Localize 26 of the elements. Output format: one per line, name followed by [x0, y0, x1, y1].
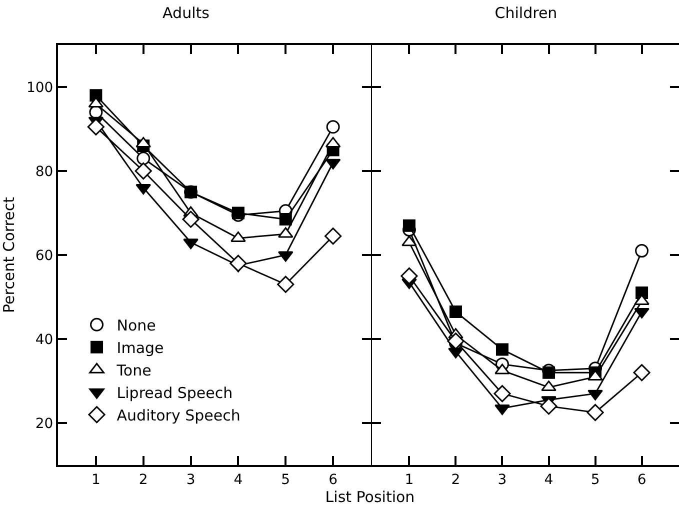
x-tick-label: 1 [91, 472, 100, 488]
x-tick-label: 2 [138, 472, 148, 488]
x-tick-label: 6 [637, 472, 646, 488]
chart-title: Adults [162, 4, 210, 22]
legend-label: Lipread Speech [116, 384, 233, 402]
x-tick-label: 5 [281, 472, 290, 488]
legend-label: None [116, 316, 156, 334]
y-tick-label: 80 [35, 164, 54, 180]
chart-title: Children [494, 4, 558, 22]
x-axis-title: List Position [324, 488, 416, 506]
x-tick-label: 3 [498, 472, 507, 488]
y-tick-label: 20 [35, 416, 54, 432]
y-tick-label: 40 [35, 332, 54, 348]
y-axis-title: Percent Correct [0, 196, 18, 313]
x-tick-label: 4 [544, 472, 554, 488]
legend-label: Image [116, 339, 164, 357]
x-tick-label: 2 [451, 472, 460, 488]
x-tick-label: 1 [404, 472, 414, 488]
legend-label: Auditory Speech [116, 406, 240, 424]
legend-label: Tone [116, 362, 152, 380]
x-tick-label: 5 [590, 472, 600, 488]
y-tick-label: 60 [35, 248, 54, 264]
x-tick-label: 4 [234, 472, 243, 488]
y-tick-label: 100 [26, 80, 54, 96]
x-tick-label: 3 [186, 472, 196, 488]
x-tick-label: 6 [328, 472, 338, 488]
